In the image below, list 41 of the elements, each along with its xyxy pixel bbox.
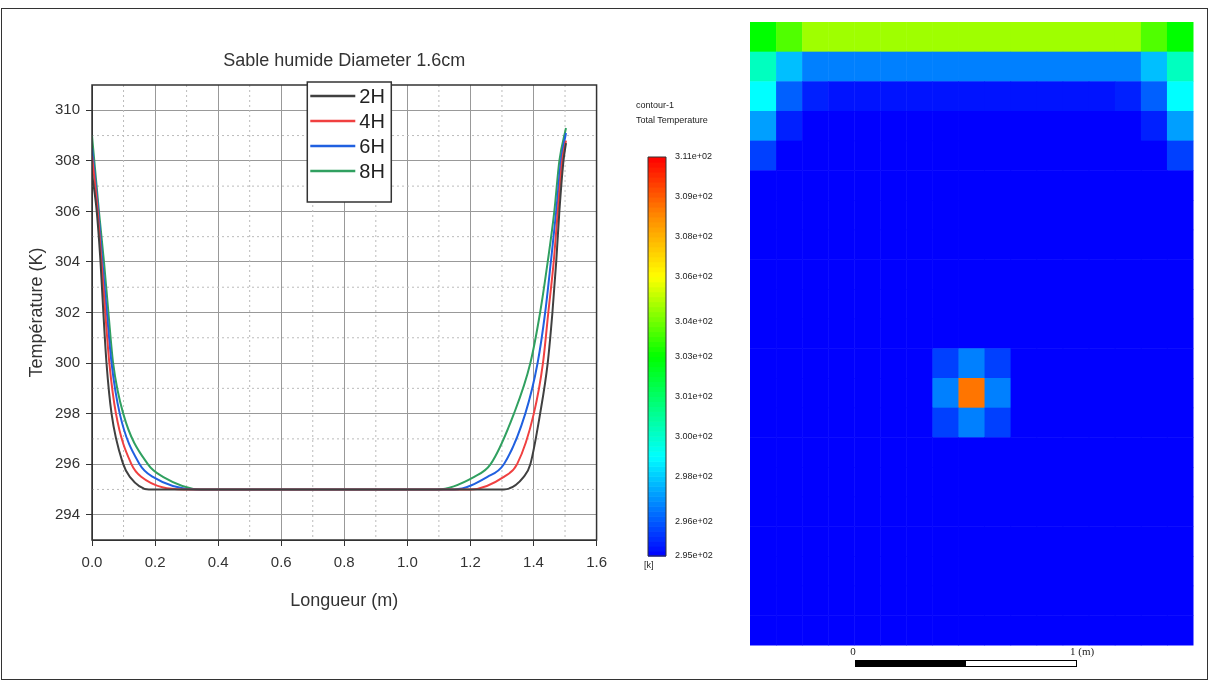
x-tick-label: 0.2 — [144, 553, 166, 571]
y-tick-label: 302 — [54, 302, 80, 320]
legend-label: 2H — [359, 84, 385, 107]
color-bar-label: 2.98e+02 — [675, 470, 713, 481]
color-bar-label: 3.01e+02 — [675, 390, 713, 401]
text: contour-1 — [636, 100, 675, 110]
color-bar-label: 3.00e+02 — [675, 430, 713, 441]
x-tick-label: 1.4 — [523, 553, 544, 571]
x-tick-label: 1.2 — [460, 553, 481, 571]
color-bar-label: 3.03e+02 — [675, 350, 713, 361]
x-tick-label: 1.0 — [396, 553, 418, 571]
x-axis-title: Longueur (m) — [290, 590, 399, 610]
y-tick-label: 304 — [54, 252, 80, 270]
y-tick-label: 306 — [54, 201, 80, 219]
legend-label: 4H — [359, 109, 385, 132]
color-bar-title: [k] — [644, 560, 654, 571]
x-tick-label: 0.0 — [81, 553, 103, 571]
y-tick-label: 308 — [54, 150, 80, 168]
color-bar-label: 3.08e+02 — [675, 231, 713, 242]
y-tick-label: 296 — [54, 454, 80, 472]
color-bar-label: 2.96e+02 — [675, 515, 713, 526]
y-tick-label: 300 — [54, 353, 80, 371]
x-tick-label: 0.6 — [270, 553, 292, 571]
color-bar-label: 3.04e+02 — [675, 316, 713, 327]
color-bar-label: 3.09e+02 — [675, 191, 713, 202]
y-axis-title: Température (K) — [26, 247, 46, 378]
annotation: 0 — [850, 645, 857, 657]
x-tick-label: 0.4 — [207, 553, 229, 571]
legend-label: 6H — [359, 134, 385, 157]
y-tick-label: 310 — [54, 100, 80, 118]
text: Total Temperature — [636, 115, 708, 125]
annotation: 1 (m) — [1070, 645, 1095, 658]
y-tick-label: 294 — [54, 504, 80, 522]
x-tick-label: 1.6 — [586, 553, 607, 571]
color-bar-label: 2.95e+02 — [675, 550, 713, 561]
color-bar-label: 3.11e+02 — [675, 151, 713, 162]
chart-title: Sable humide Diameter 1.6cm — [223, 50, 466, 70]
color-bar-label: 3.06e+02 — [675, 271, 713, 282]
x-tick-label: 0.8 — [333, 553, 355, 571]
legend-label: 8H — [359, 159, 385, 182]
y-tick-label: 298 — [54, 403, 80, 421]
